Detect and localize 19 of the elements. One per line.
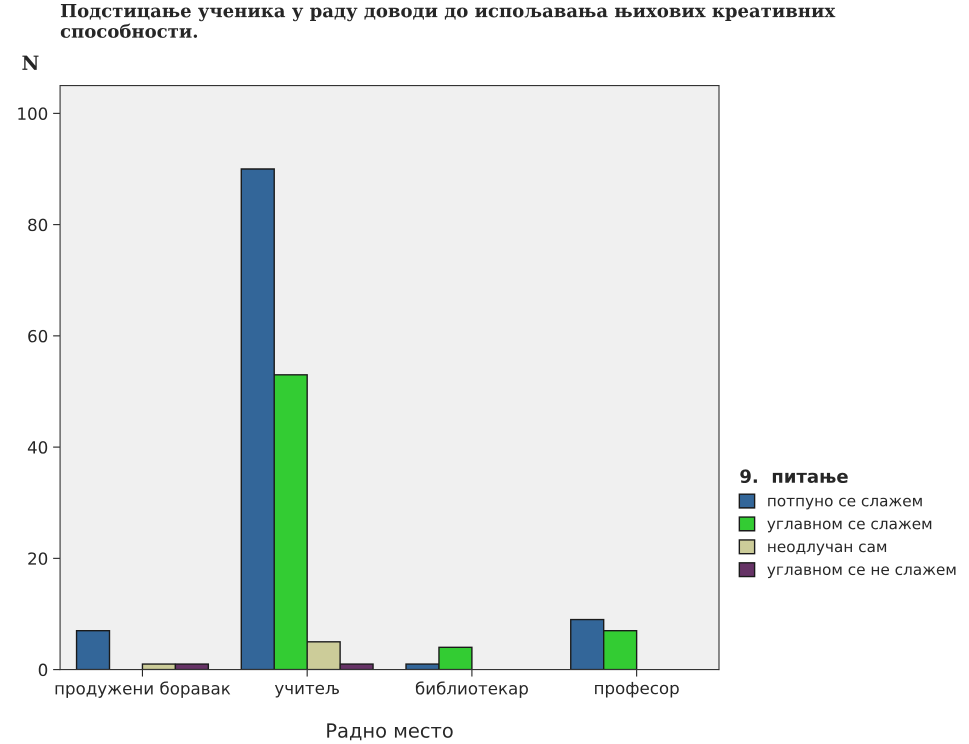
y-tick-label: 100 (18, 107, 48, 120)
x-tick-label: библиотекар (416, 681, 528, 698)
legend-label: потпуно се слажем (768, 498, 922, 510)
x-axis-title: Радно место (327, 723, 453, 740)
legend-label: углавном се не слажем (767, 566, 956, 578)
y-tick-label: 20 (28, 552, 48, 565)
bar (76, 630, 110, 670)
y-tick-label: 40 (28, 441, 48, 454)
legend-title: 9. питање (740, 469, 848, 484)
legend-label: углавном се слажем (767, 520, 932, 532)
y-tick-label: 80 (28, 218, 48, 232)
legend-label: неодлучан сам (768, 543, 886, 556)
y-axis-title: N (22, 56, 39, 70)
y-tick-label: 0 (38, 664, 48, 676)
x-tick-label: учитељ (274, 684, 339, 698)
x-tick-label: професор (595, 682, 679, 698)
chart-title: Подстицање ученика у раду доводи до испољавања њихових креативних способности. (60, 4, 836, 38)
y-tick-label: 60 (28, 330, 48, 342)
x-tick-label: продужени боравак (56, 681, 230, 698)
